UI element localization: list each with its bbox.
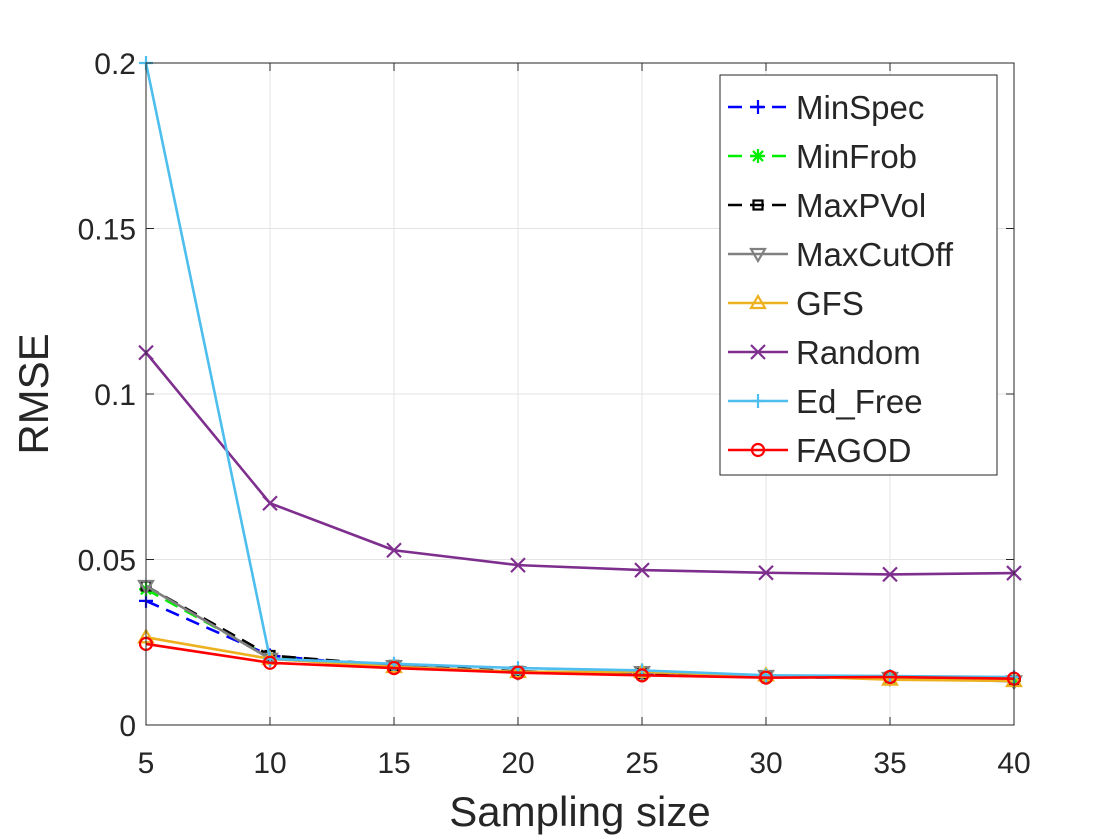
data-point-random <box>882 566 898 583</box>
legend-label: MaxPVol <box>796 187 926 224</box>
data-point-random <box>758 564 774 581</box>
y-axis-label: RMSE <box>10 333 57 454</box>
legend-marker <box>752 199 764 211</box>
y-tick-label: 0.05 <box>78 545 136 578</box>
x-tick-label: 20 <box>501 747 534 780</box>
data-point-fagod <box>634 668 650 683</box>
data-point-gfs <box>385 657 403 674</box>
x-tick-label: 10 <box>253 747 286 780</box>
data-point-gfs <box>881 670 899 686</box>
data-point-fagod <box>386 660 402 676</box>
legend-item-fagod: FAGOD <box>728 432 912 469</box>
legend-item-random: Random <box>728 334 921 371</box>
legend-item-minfrob: MinFrob <box>728 138 917 175</box>
legend-label: Random <box>796 334 921 371</box>
data-point-random <box>262 495 278 512</box>
x-tick-label: 35 <box>873 747 906 780</box>
legend-item-maxpvol: MaxPVol <box>728 187 926 224</box>
x-tick-label: 15 <box>377 747 410 780</box>
data-point-random <box>634 562 650 578</box>
legend-label: FAGOD <box>796 432 912 469</box>
data-point-fagod <box>262 655 278 670</box>
y-tick-label: 0 <box>119 710 136 743</box>
legend-item-gfs: GFS <box>728 285 864 322</box>
legend-label: Ed_Free <box>796 383 923 420</box>
legend-marker <box>751 394 765 408</box>
data-point-fagod <box>758 670 774 685</box>
legend-marker <box>750 442 766 458</box>
legend-label: GFS <box>796 285 864 322</box>
x-tick-label: 30 <box>749 747 782 780</box>
data-point-fagod <box>882 669 898 685</box>
data-point-gfs <box>509 662 527 679</box>
legend-item-minspec: MinSpec <box>728 89 924 126</box>
y-tick-label: 0.2 <box>94 48 136 81</box>
legend-label: MaxCutOff <box>796 236 954 273</box>
x-tick-label: 25 <box>625 747 658 780</box>
legend-marker <box>751 149 765 163</box>
legend-item-ed-free: Ed_Free <box>728 383 923 420</box>
series-line-random <box>144 351 1015 576</box>
legend-label: MinSpec <box>796 89 924 126</box>
legend-label: MinFrob <box>796 138 917 175</box>
data-point-random <box>510 557 526 573</box>
axis-ticks: 5 10 15 20 25 30 35 40 0 0.05 0.1 0.15 0.2 <box>78 48 1031 780</box>
y-tick-label: 0.1 <box>94 379 136 412</box>
legend-marker <box>749 247 767 264</box>
series-line-fagod <box>145 642 1015 680</box>
y-tick-label: 0.15 <box>78 214 136 247</box>
series-random <box>138 344 1022 583</box>
legend-box <box>719 74 998 476</box>
data-point-random <box>386 542 402 559</box>
legend: MinSpec MinFrob MaxPVol MaxCutOff GFS Random E… <box>719 74 998 476</box>
legend-marker <box>750 344 766 360</box>
x-axis-label: Sampling size <box>449 788 710 835</box>
x-tick-label: 5 <box>138 747 155 780</box>
legend-marker <box>751 100 765 114</box>
legend-marker <box>749 293 767 310</box>
x-tick-label: 40 <box>997 747 1030 780</box>
data-point-fagod <box>510 665 526 680</box>
legend-item-maxcutoff: MaxCutOff <box>728 236 954 273</box>
